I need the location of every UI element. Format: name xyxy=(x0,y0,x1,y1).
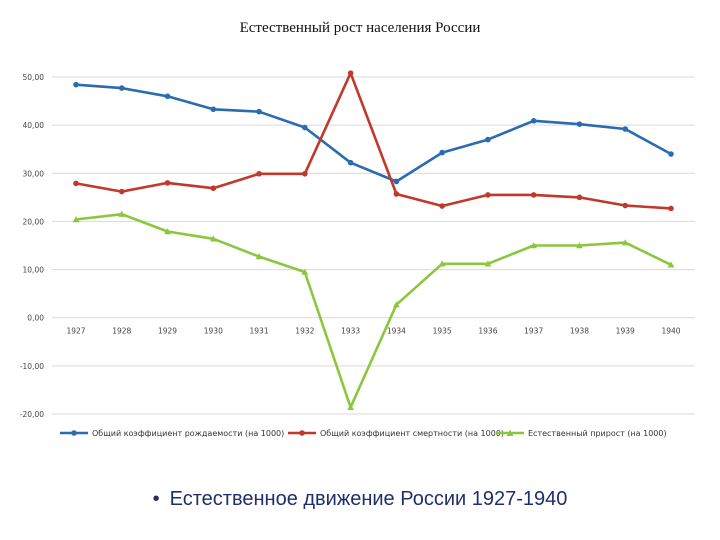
legend-label: Общий коэффициент смертности (на 1000) xyxy=(320,428,504,438)
legend-swatch xyxy=(496,429,524,436)
data-point xyxy=(118,210,126,217)
data-point xyxy=(392,301,400,308)
data-point xyxy=(485,192,491,198)
chart-title: Естественный рост населения России xyxy=(239,20,481,36)
data-point xyxy=(576,242,583,249)
data-point xyxy=(210,106,217,113)
data-point xyxy=(668,151,674,157)
data-point xyxy=(530,192,537,198)
series-line-2 xyxy=(75,71,672,210)
data-point xyxy=(347,70,354,76)
y-tick-label: 0,00 xyxy=(27,314,44,323)
data-point xyxy=(302,124,308,131)
data-point xyxy=(347,159,354,166)
data-point xyxy=(209,235,217,242)
data-point xyxy=(668,205,674,212)
x-tick-label: 1935 xyxy=(433,327,452,336)
legend-item-1: Общий коэффициент рождаемости (на 1000) xyxy=(60,428,284,438)
data-point xyxy=(256,108,262,115)
data-point xyxy=(667,261,675,268)
data-point xyxy=(530,118,537,124)
legend-label: Естественный прирост (на 1000) xyxy=(528,428,667,438)
caption-text: Естественное движение России 1927-1940 xyxy=(169,488,568,510)
data-point xyxy=(530,242,538,249)
data-point xyxy=(302,170,308,177)
bullet-icon: • xyxy=(152,488,160,510)
legend-swatch xyxy=(288,430,316,436)
data-point xyxy=(439,203,445,209)
data-point xyxy=(621,239,629,246)
data-point xyxy=(255,253,263,260)
legend-item-3: Естественный прирост (на 1000) xyxy=(496,428,667,438)
x-tick-label: 1937 xyxy=(524,327,543,336)
x-tick-label: 1939 xyxy=(616,327,635,336)
legend-label: Общий коэффициент рождаемости (на 1000) xyxy=(92,428,285,438)
x-tick-label: 1930 xyxy=(204,327,223,336)
data-point xyxy=(438,260,446,267)
data-point xyxy=(622,202,629,209)
data-point xyxy=(622,126,629,132)
x-tick-label: 1934 xyxy=(387,327,406,336)
data-point xyxy=(393,191,400,197)
legend-item-2: Общий коэффициент смертности (на 1000) xyxy=(288,428,504,438)
y-tick-label: -20,00 xyxy=(20,410,44,419)
x-tick-label: 1940 xyxy=(661,327,680,336)
slide-caption: • Естественное движение России 1927-1940 xyxy=(0,488,720,511)
y-tick-label: 10,00 xyxy=(23,266,45,275)
data-point xyxy=(72,216,80,223)
x-tick-label: 1933 xyxy=(341,327,360,336)
x-tick-label: 1932 xyxy=(295,327,314,336)
data-point xyxy=(118,188,125,195)
data-point xyxy=(210,185,217,192)
data-point xyxy=(576,121,583,127)
data-point xyxy=(485,136,491,143)
data-point xyxy=(73,180,79,187)
x-tick-label: 1936 xyxy=(478,327,497,336)
x-tick-label: 1938 xyxy=(570,327,589,336)
x-tick-label: 1928 xyxy=(112,327,131,336)
data-point xyxy=(73,81,79,88)
line-chart: 50,00 40,00 30,00 20,00 10,00 0,00 -10,00 -20,0… xyxy=(20,70,695,419)
chart-legend: Общий коэффициент рождаемости (на 1000) О… xyxy=(60,428,700,444)
x-tick-label: 1931 xyxy=(250,327,269,336)
legend-swatch xyxy=(60,430,88,436)
x-tick-label: 1927 xyxy=(66,327,85,336)
y-tick-label: -10,00 xyxy=(20,362,44,371)
data-point xyxy=(301,268,309,275)
y-tick-label: 50,00 xyxy=(23,73,45,82)
series-line-1 xyxy=(75,83,672,183)
data-point xyxy=(256,170,262,177)
y-tick-label: 20,00 xyxy=(23,217,45,226)
data-point xyxy=(118,85,125,91)
data-point xyxy=(484,260,492,267)
data-point xyxy=(347,403,355,410)
data-point xyxy=(439,149,445,156)
data-point xyxy=(164,228,171,235)
y-tick-label: 40,00 xyxy=(23,121,45,130)
data-point xyxy=(576,194,583,201)
data-point xyxy=(164,93,171,100)
data-point xyxy=(393,178,400,185)
y-tick-label: 30,00 xyxy=(23,169,45,178)
series-line-3 xyxy=(75,212,672,409)
data-point xyxy=(164,180,171,186)
x-tick-label: 1929 xyxy=(158,327,177,336)
